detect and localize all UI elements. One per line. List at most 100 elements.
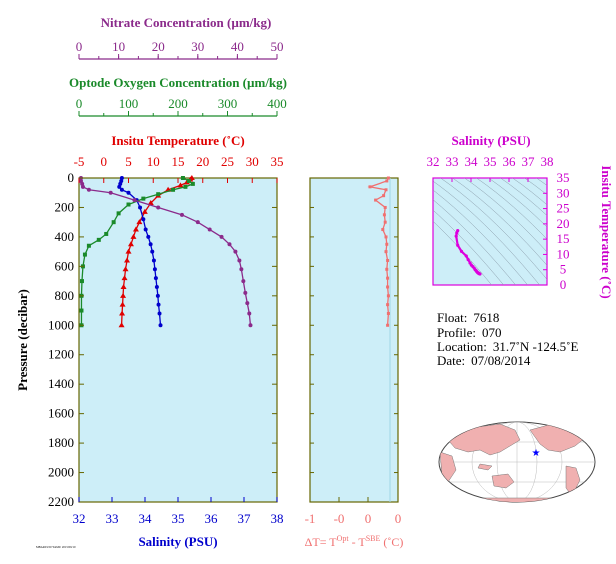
salinity-point (141, 217, 146, 222)
salinity-point (117, 184, 122, 189)
delta-t-point (386, 276, 390, 280)
oxygen-point (156, 192, 161, 197)
salinity-tick-label: 34 (139, 511, 153, 526)
nitrate-point (247, 311, 252, 316)
temperature-point (130, 233, 137, 239)
temperature-point (136, 219, 143, 225)
world-map: ★ (438, 421, 596, 503)
temperature-point (119, 301, 126, 307)
salinity-tick-label: 35 (172, 511, 185, 526)
ts-xtick-label: 35 (484, 154, 497, 169)
nitrate-point (219, 234, 224, 239)
oxygen-point (82, 252, 87, 257)
oxygen-point (79, 279, 84, 284)
ts-point (459, 249, 464, 253)
oxygen-point (186, 178, 191, 183)
oxygen-point (86, 243, 91, 248)
pressure-tick-label: 800 (55, 288, 75, 303)
ts-ytick-label: 5 (560, 262, 567, 277)
temperature-axis-label: Insitu Temperature (˚C) (111, 133, 244, 148)
salinity-tick-label: 32 (73, 511, 86, 526)
salinity-point (148, 242, 153, 247)
oxygen-point (79, 308, 84, 313)
pressure-tick-label: 0 (68, 170, 75, 185)
pressure-axis-label: Pressure (decibar) (15, 289, 30, 391)
nitrate-point (207, 227, 212, 232)
temperature-point (127, 241, 134, 247)
nitrate-point (86, 187, 91, 192)
salinity-point (155, 293, 160, 298)
temperature-tick-label: 15 (172, 154, 185, 169)
oxygen-axis-label: Optode Oxygen Concentration (µm/kg) (69, 75, 287, 90)
temperature-tick-label: -5 (74, 154, 85, 169)
oxygen-point (180, 176, 185, 180)
temperature-point (132, 226, 139, 232)
temperature-point (118, 322, 125, 328)
nitrate-point (195, 220, 200, 225)
temperature-point (120, 283, 127, 289)
temperature-point (147, 200, 154, 206)
profile-plot-area (78, 177, 278, 503)
nitrate-point (108, 190, 113, 195)
ts-point (464, 254, 468, 258)
date-info: Date: 07/08/2014 (437, 353, 531, 368)
temperature-point (124, 257, 131, 263)
oxygen-tick-label: 0 (76, 96, 83, 111)
salinity-point (150, 249, 155, 254)
pressure-tick-label: 1200 (48, 347, 74, 362)
ts-isopycnal (433, 220, 492, 285)
ts-point (456, 228, 460, 233)
nitrate-point (80, 184, 85, 189)
delta-t-point (386, 285, 390, 289)
ts-isopycnal (488, 178, 547, 228)
ts-xtick-label: 34 (465, 154, 479, 169)
ts-ytick-label: 20 (557, 216, 570, 231)
delta-t-point (384, 188, 388, 192)
nitrate-point (243, 290, 248, 295)
temperature-tick-label: 35 (271, 154, 284, 169)
nitrate-tick-label: 30 (191, 39, 204, 54)
ts-ytick-label: 35 (557, 170, 570, 185)
ts-isopycnal (440, 178, 547, 280)
salinity-tick-label: 36 (205, 511, 219, 526)
salinity-point (153, 276, 158, 281)
oxygen-tick-label: 200 (168, 96, 188, 111)
nitrate-point (156, 205, 161, 210)
ts-ytick-label: 30 (557, 185, 570, 200)
ts-xtick-label: 36 (503, 154, 517, 169)
delta-t-point (382, 194, 386, 198)
delta-t-tick-label: 0 (365, 511, 372, 526)
float-location-marker: ★ (532, 448, 541, 459)
nitrate-point (245, 301, 250, 306)
oxygen-point (104, 231, 109, 236)
delta-t-point (386, 176, 390, 180)
ts-xtick-label: 37 (522, 154, 536, 169)
salinity-point (138, 205, 143, 210)
ts-isopycnal (500, 178, 547, 216)
ts-isopycnal (433, 199, 516, 285)
salinity-tick-label: 33 (106, 511, 119, 526)
ts-point (478, 272, 482, 276)
pressure-tick-label: 1600 (48, 406, 74, 421)
footer-stamp: MBARI/UW/TAMU 2015/09/10 (36, 545, 76, 549)
temperature-tick-label: 5 (125, 154, 132, 169)
ts-point (456, 243, 460, 247)
temperature-point (125, 248, 132, 254)
ts-isopycnal (476, 178, 547, 240)
delta-t-point (382, 213, 386, 217)
salinity-point (119, 187, 124, 192)
pressure-tick-label: 2000 (48, 465, 74, 480)
salinity-point (152, 267, 157, 272)
delta-t-point (386, 258, 390, 262)
delta-t-point (386, 303, 390, 307)
salinity-point (143, 227, 148, 232)
delta-t-point (384, 235, 388, 239)
nitrate-point (233, 249, 238, 254)
delta-t-point (385, 267, 389, 271)
delta-t-point (386, 323, 390, 327)
salinity-tick-label: 38 (271, 511, 284, 526)
pressure-tick-label: 400 (55, 229, 75, 244)
ts-point (454, 234, 458, 238)
ts-ytick-label: 25 (557, 201, 570, 216)
